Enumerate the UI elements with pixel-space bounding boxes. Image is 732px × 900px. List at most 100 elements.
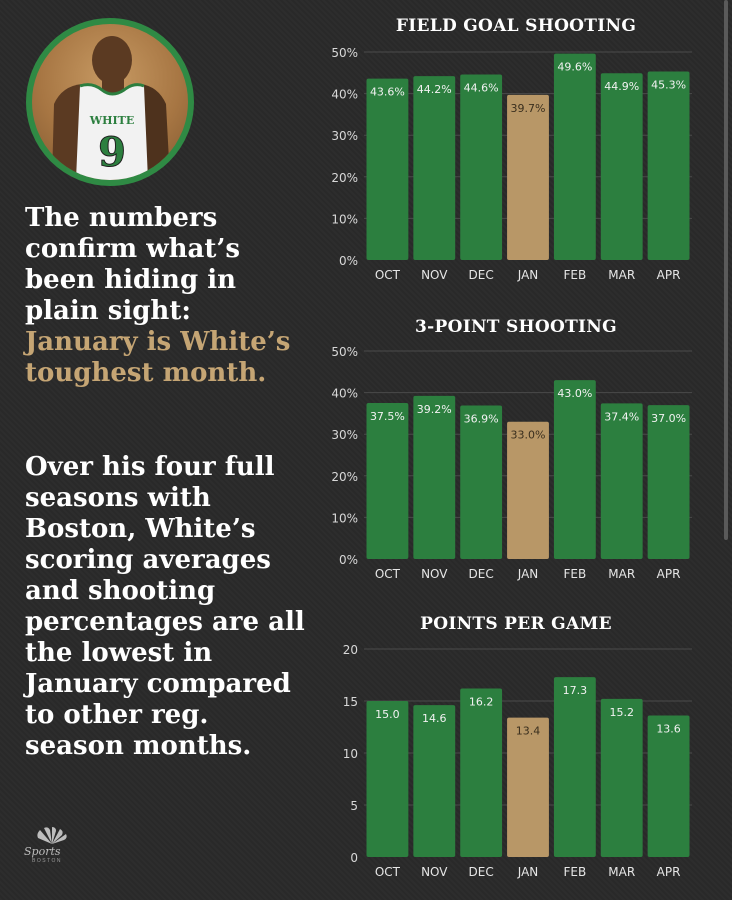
chart-title: POINTS PER GAME <box>420 614 612 634</box>
bar-mar <box>600 73 643 260</box>
value-label: 14.6 <box>422 712 447 725</box>
logo-subtitle: BOSTON <box>32 858 63 864</box>
category-label: APR <box>657 268 681 282</box>
value-label: 37.0% <box>651 412 686 425</box>
headline: The numbers confirm what’s been hiding i… <box>25 203 310 389</box>
player-photo: WHITE 9 <box>26 18 194 186</box>
y-tick-label: 0% <box>339 553 358 567</box>
value-label: 36.9% <box>464 412 499 425</box>
value-label: 39.2% <box>417 403 452 416</box>
value-label: 43.0% <box>557 387 592 400</box>
y-tick-label: 10% <box>331 511 358 525</box>
headline-gold: January is White’s toughest month. <box>25 327 291 388</box>
jersey-number: 9 <box>98 129 126 176</box>
y-tick-label: 5 <box>350 799 358 813</box>
category-label: NOV <box>421 865 448 879</box>
chart-title: 3-POINT SHOOTING <box>415 317 617 337</box>
category-label: APR <box>657 567 681 581</box>
category-label: OCT <box>375 567 401 581</box>
bar-mar <box>600 698 643 857</box>
category-label: MAR <box>608 268 635 282</box>
category-label: DEC <box>469 268 494 282</box>
value-label: 33.0% <box>511 429 546 442</box>
value-label: 44.9% <box>604 80 639 93</box>
chart-title: FIELD GOAL SHOOTING <box>395 16 637 36</box>
y-tick-label: 30% <box>331 129 358 143</box>
category-label: DEC <box>469 865 494 879</box>
category-label: MAR <box>608 865 635 879</box>
value-label: 16.2 <box>469 696 494 709</box>
bar-dec <box>460 688 503 857</box>
value-label: 17.3 <box>563 684 588 697</box>
bar-apr <box>647 71 690 260</box>
value-label: 37.4% <box>604 410 639 423</box>
bar-feb <box>553 380 596 559</box>
y-tick-label: 10% <box>331 212 358 226</box>
category-label: FEB <box>563 865 586 879</box>
category-label: DEC <box>469 567 494 581</box>
y-tick-label: 50% <box>331 46 358 60</box>
y-tick-label: 10 <box>343 747 358 761</box>
bar-oct <box>366 701 409 857</box>
bar-jan <box>507 94 549 261</box>
chart-svg: 0% 10% 20% 30% 40% 50% 37.5% OCT 39.2% NOV 36.9% DE… <box>331 345 692 581</box>
category-label: FEB <box>563 567 586 581</box>
bar-mar <box>600 403 643 559</box>
player-illustration: WHITE 9 <box>52 36 170 180</box>
bar-apr <box>647 715 690 857</box>
value-label: 45.3% <box>651 79 686 92</box>
value-label: 13.4 <box>516 725 541 738</box>
bar-oct <box>366 78 409 261</box>
nbc-peacock-logo <box>37 827 67 844</box>
bar-oct <box>366 403 409 559</box>
bar-feb <box>553 677 596 857</box>
chart-points-per-game: POINTS PER GAME 0 5 10 15 20 15.0 OCT 14.6 NOV 16… <box>320 611 712 890</box>
category-label: NOV <box>421 268 448 282</box>
y-tick-label: 0 <box>350 851 358 865</box>
bar-feb <box>553 53 596 260</box>
chart-field-goal: FIELD GOAL SHOOTING 0% 10% 20% 30% 40% 50% 43.… <box>320 14 712 288</box>
value-label: 44.2% <box>417 83 452 96</box>
value-label: 15.2 <box>609 706 634 719</box>
value-label: 13.6 <box>656 723 681 736</box>
category-label: OCT <box>375 865 401 879</box>
jersey-name: WHITE <box>89 114 134 127</box>
left-panel: WHITE 9 The numbers confirm what’s been … <box>0 0 320 900</box>
category-label: JAN <box>517 268 539 282</box>
bar-dec <box>460 405 503 559</box>
chart-svg: 0 5 10 15 20 15.0 OCT 14.6 NOV 16.2 DEC 13.4 JAN 17.3… <box>343 643 692 879</box>
value-label: 44.6% <box>464 81 499 94</box>
y-tick-label: 0% <box>339 254 358 268</box>
y-tick-label: 20% <box>331 171 358 185</box>
category-label: APR <box>657 865 681 879</box>
bar-nov <box>413 705 456 857</box>
bar-jan <box>507 717 549 857</box>
bar-nov <box>413 76 456 261</box>
category-label: MAR <box>608 567 635 581</box>
value-label: 37.5% <box>370 410 405 423</box>
value-label: 49.6% <box>557 61 592 74</box>
headline-white: The numbers confirm what’s been hiding i… <box>25 203 241 326</box>
chart-three-point: 3-POINT SHOOTING 0% 10% 20% 30% 40% 50% 37.5% O… <box>320 313 712 587</box>
summary-paragraph: Over his four full seasons with Boston, … <box>25 452 305 761</box>
category-label: JAN <box>517 567 539 581</box>
value-label: 15.0 <box>375 708 400 721</box>
value-label: 43.6% <box>370 86 405 99</box>
y-tick-label: 40% <box>331 88 358 102</box>
y-tick-label: 20 <box>343 643 358 657</box>
y-tick-label: 20% <box>331 470 358 484</box>
bar-nov <box>413 395 456 559</box>
y-tick-label: 15 <box>343 695 358 709</box>
bar-jan <box>507 421 549 559</box>
scrollbar[interactable] <box>724 0 728 540</box>
bar-apr <box>647 405 690 559</box>
y-tick-label: 40% <box>331 387 358 401</box>
y-tick-label: 50% <box>331 345 358 359</box>
y-tick-label: 30% <box>331 428 358 442</box>
bar-dec <box>460 74 503 260</box>
category-label: JAN <box>517 865 539 879</box>
category-label: FEB <box>563 268 586 282</box>
category-label: NOV <box>421 567 448 581</box>
chart-svg: 0% 10% 20% 30% 40% 50% 43.6% OCT 44.2% NOV 44.6% DE… <box>331 46 692 282</box>
logo-wordmark: Sports <box>24 845 61 858</box>
